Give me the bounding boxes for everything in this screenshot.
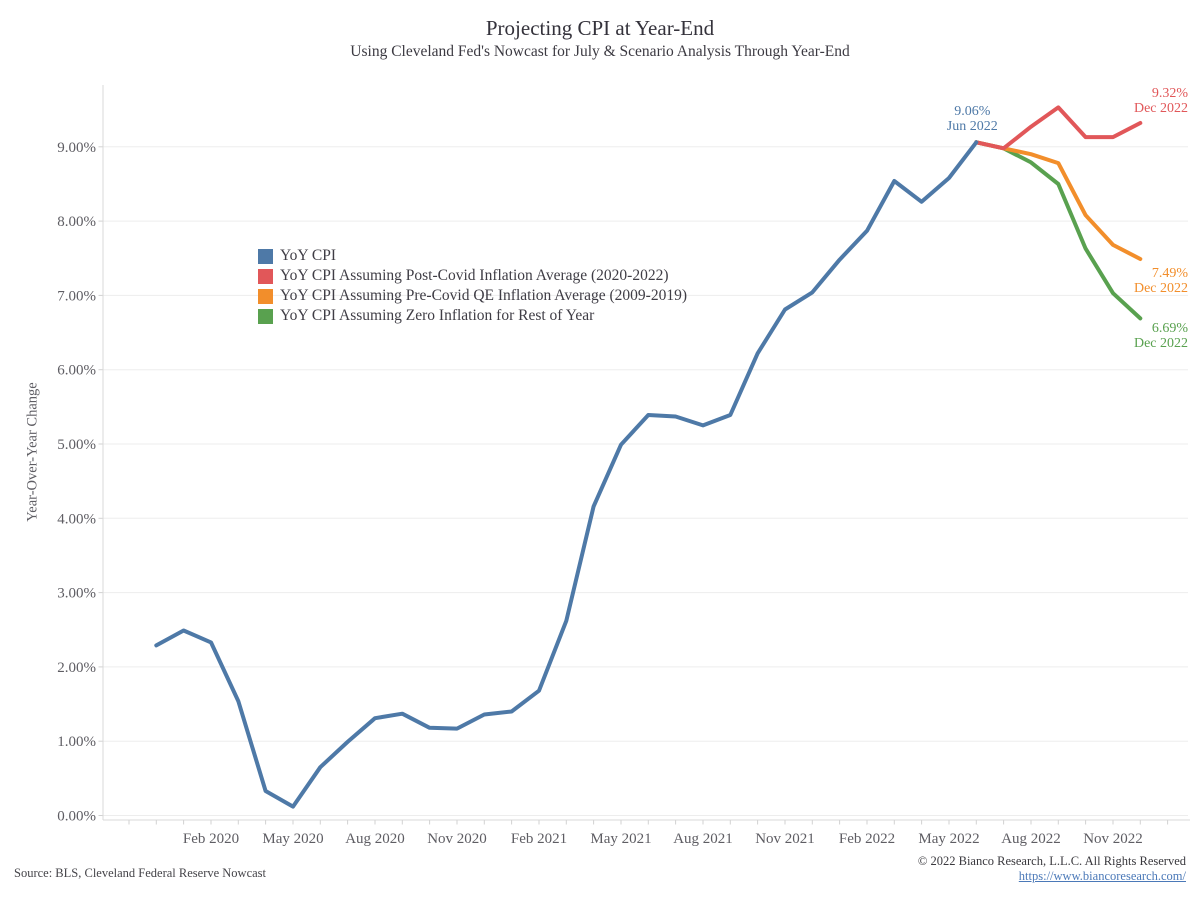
svg-text:Feb 2021: Feb 2021 [511,831,567,847]
svg-text:Feb 2022: Feb 2022 [839,831,895,847]
annotation-orange-end: 7.49% Dec 2022 [1133,265,1188,296]
chart-header: Projecting CPI at Year-End Using Clevela… [0,14,1200,61]
legend-item-pre-covid-qe: YoY CPI Assuming Pre-Covid QE Inflation … [258,286,687,306]
legend-swatch-red [258,268,273,284]
svg-text:Aug 2022: Aug 2022 [1001,831,1061,847]
svg-text:Aug 2021: Aug 2021 [673,831,733,847]
legend-swatch-green [258,308,273,324]
svg-text:7.00%: 7.00% [57,288,96,304]
bianco-research-link[interactable]: https://www.biancoresearch.com/ [1018,869,1186,883]
annotation-jun-peak: 9.06% Jun 2022 [946,104,998,135]
svg-text:8.00%: 8.00% [57,214,96,230]
legend-item-zero-inflation: YoY CPI Assuming Zero Inflation for Rest… [258,306,687,326]
annotation-red-end: 9.32% Dec 2022 [1133,86,1188,117]
source-note: Source: BLS, Cleveland Federal Reserve N… [14,866,267,880]
chart-legend: YoY CPI YoY CPI Assuming Post-Covid Infl… [258,246,687,326]
legend-label: YoY CPI Assuming Pre-Covid QE Inflation … [280,287,687,304]
svg-text:2.00%: 2.00% [57,660,96,676]
svg-text:Nov 2022: Nov 2022 [1083,831,1143,847]
legend-label: YoY CPI Assuming Zero Inflation for Rest… [280,307,595,324]
series-line-0 [154,140,979,809]
legend-label: YoY CPI [280,247,337,264]
svg-text:9.00%: 9.00% [57,140,96,156]
series-line-3 [974,140,1143,321]
legend-label: YoY CPI Assuming Post-Covid Inflation Av… [280,267,669,284]
copyright-block: © 2022 Bianco Research, L.L.C. All Right… [918,854,1186,884]
svg-text:4.00%: 4.00% [57,511,96,527]
legend-swatch-orange [258,288,273,304]
page-subtitle: Using Cleveland Fed's Nowcast for July &… [350,43,850,60]
y-axis-title: Year-Over-Year Change [24,382,41,522]
svg-text:0.00%: 0.00% [57,809,96,825]
legend-item-post-covid: YoY CPI Assuming Post-Covid Inflation Av… [258,266,687,286]
svg-text:6.00%: 6.00% [57,363,96,379]
series-line-1 [974,105,1143,151]
svg-text:May 2022: May 2022 [918,831,979,847]
svg-text:Feb 2020: Feb 2020 [183,831,239,847]
svg-text:May 2020: May 2020 [262,831,323,847]
svg-text:5.00%: 5.00% [57,437,96,453]
svg-text:Nov 2021: Nov 2021 [755,831,815,847]
svg-text:3.00%: 3.00% [57,586,96,602]
svg-text:Nov 2020: Nov 2020 [427,831,487,847]
series-line-2 [974,140,1143,261]
copyright-text: © 2022 Bianco Research, L.L.C. All Right… [917,854,1186,868]
svg-text:1.00%: 1.00% [57,734,96,750]
legend-item-yoy-cpi: YoY CPI [258,246,687,266]
svg-text:Aug 2020: Aug 2020 [345,831,405,847]
annotation-green-end: 6.69% Dec 2022 [1133,321,1188,352]
svg-text:May 2021: May 2021 [590,831,651,847]
page-title: Projecting CPI at Year-End [485,16,715,40]
legend-swatch-blue [258,248,273,264]
